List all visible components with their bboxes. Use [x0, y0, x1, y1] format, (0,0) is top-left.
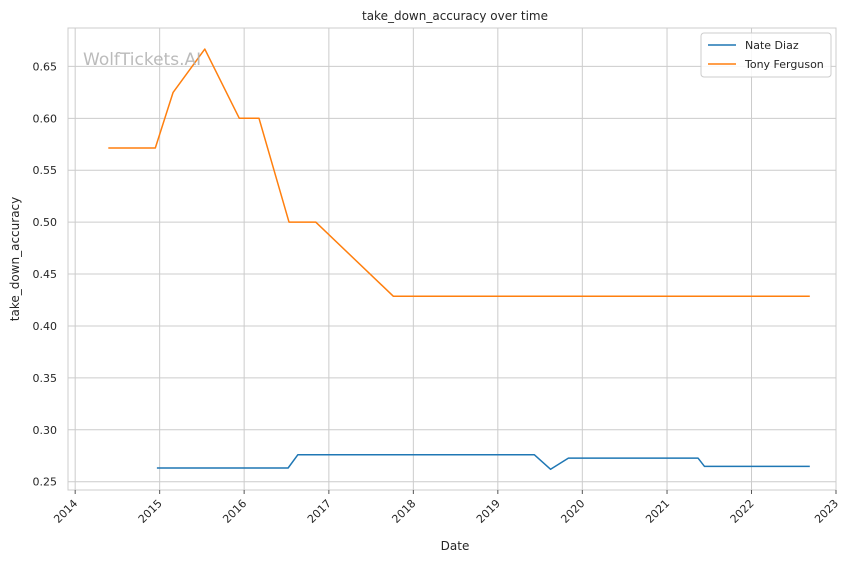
- y-tick-label: 0.65: [33, 60, 58, 73]
- y-tick-label: 0.60: [33, 112, 58, 125]
- watermark: WolfTickets.AI: [83, 50, 201, 70]
- x-tick-label: 2023: [812, 497, 841, 526]
- y-tick-label: 0.25: [33, 476, 58, 489]
- y-axis-ticks: 0.25 0.30 0.35 0.40 0.45 0.50 0.55 0.60 0.65: [33, 60, 58, 488]
- y-tick-label: 0.40: [33, 320, 58, 333]
- series-line-tony-ferguson: [108, 48, 810, 298]
- legend-label-nate-diaz: Nate Diaz: [745, 39, 799, 52]
- series-lines: [108, 48, 810, 471]
- x-tick-label: 2016: [220, 497, 249, 526]
- series-line-nate-diaz: [156, 454, 810, 471]
- y-tick-label: 0.35: [33, 372, 58, 385]
- x-axis-ticks: 2014 2015 2016 2017 2018 2019 2020 2021 2022 2023: [51, 490, 841, 526]
- legend-box: [700, 32, 832, 78]
- y-tick-label: 0.30: [33, 424, 58, 437]
- grid: [68, 28, 837, 490]
- y-tick-label: 0.55: [33, 164, 58, 177]
- x-tick-label: 2014: [51, 497, 80, 526]
- plot-frame: [67, 27, 837, 491]
- legend-label-tony-ferguson: Tony Ferguson: [744, 58, 824, 71]
- chart-title: take_down_accuracy over time: [362, 9, 548, 23]
- x-tick-label: 2021: [643, 497, 672, 526]
- y-tick-label: 0.50: [33, 216, 58, 229]
- x-tick-label: 2015: [136, 497, 165, 526]
- x-tick-label: 2018: [389, 497, 418, 526]
- x-tick-label: 2022: [728, 497, 757, 526]
- x-tick-label: 2017: [305, 497, 334, 526]
- legend: Nate Diaz Tony Ferguson: [700, 32, 832, 78]
- x-axis-label: Date: [441, 539, 470, 553]
- x-tick-label: 2019: [474, 497, 503, 526]
- x-tick-label: 2020: [558, 497, 587, 526]
- y-axis-label: take_down_accuracy: [8, 197, 22, 321]
- y-tick-label: 0.45: [33, 268, 58, 281]
